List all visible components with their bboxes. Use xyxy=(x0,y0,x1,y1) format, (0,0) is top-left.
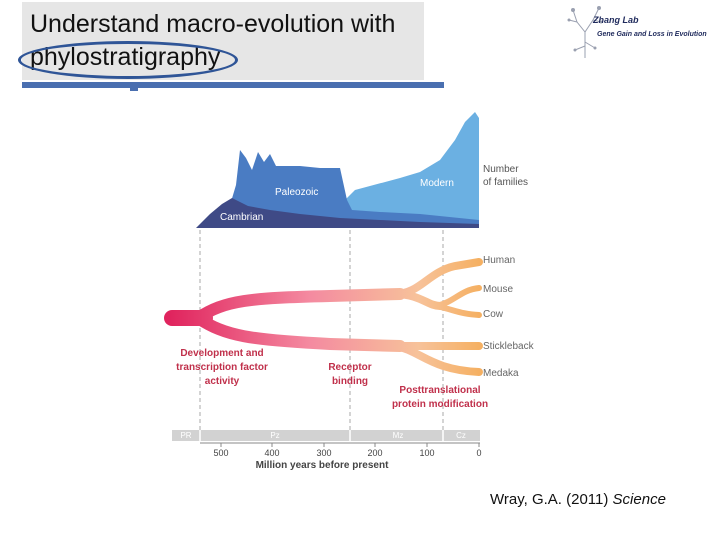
logo-name: Zhang Lab xyxy=(593,15,639,25)
title-underline-tick xyxy=(130,87,138,91)
title-underline-bar xyxy=(22,82,444,88)
annotation-receptor-2: binding xyxy=(332,376,368,387)
species-label-human: Human xyxy=(483,255,515,266)
highlight-ellipse xyxy=(18,41,238,79)
era-label-mz: Mz xyxy=(393,431,404,440)
number-of-families-label-2: of families xyxy=(483,177,528,188)
annotation-receptor-1: Receptor xyxy=(328,362,371,373)
era-bar xyxy=(172,430,480,441)
annotation-posttranslational-1: Posttranslational xyxy=(399,385,480,396)
annotation-development-3: activity xyxy=(205,376,240,387)
tick-label-300: 300 xyxy=(316,448,331,458)
era-dividers xyxy=(199,430,444,441)
tick-label-500: 500 xyxy=(213,448,228,458)
tick-label-200: 200 xyxy=(367,448,382,458)
species-label-medaka: Medaka xyxy=(483,368,519,379)
logo-subtitle: Gene Gain and Loss in Evolution xyxy=(597,31,707,38)
era-label-pz: Pz xyxy=(270,431,279,440)
annotation-development-2: transcription factor xyxy=(176,362,268,373)
area-label-modern: Modern xyxy=(420,178,454,189)
area-label-cambrian: Cambrian xyxy=(220,212,263,223)
citation: Wray, G.A. (2011) Science xyxy=(490,491,666,508)
annotations: Development and transcription factor act… xyxy=(176,348,488,410)
era-label-pr: PR xyxy=(180,431,191,440)
tick-label-0: 0 xyxy=(476,448,481,458)
time-axis-ticks xyxy=(220,443,480,447)
tick-label-400: 400 xyxy=(264,448,279,458)
phylogeny-tree xyxy=(164,258,483,376)
time-axis-tick-labels: 500 400 300 200 100 0 xyxy=(213,448,481,458)
species-label-mouse: Mouse xyxy=(483,284,513,295)
time-axis-label: Million years before present xyxy=(256,460,389,471)
citation-author: Wray, G.A. (2011) xyxy=(490,491,613,508)
cambrian-fauna-area xyxy=(196,198,479,228)
tick-label-100: 100 xyxy=(419,448,434,458)
tree-logo-icon xyxy=(567,6,603,58)
era-label-cz: Cz xyxy=(456,431,466,440)
annotation-development-1: Development and xyxy=(180,348,263,359)
number-of-families-label-1: Number xyxy=(483,164,519,175)
area-label-paleozoic: Paleozoic xyxy=(275,187,318,198)
zhang-lab-logo: Zhang Lab Gene Gain and Loss in Evolutio… xyxy=(565,2,720,60)
paleozoic-fauna-area xyxy=(200,150,479,228)
modern-fauna-area xyxy=(200,112,479,228)
era-labels: PR Pz Mz Cz xyxy=(180,431,465,440)
annotation-posttranslational-2: protein modification xyxy=(392,399,488,410)
species-label-cow: Cow xyxy=(483,309,504,320)
time-marker-lines xyxy=(199,230,444,432)
species-label-stickleback: Stickleback xyxy=(483,341,535,352)
citation-journal: Science xyxy=(612,491,666,508)
